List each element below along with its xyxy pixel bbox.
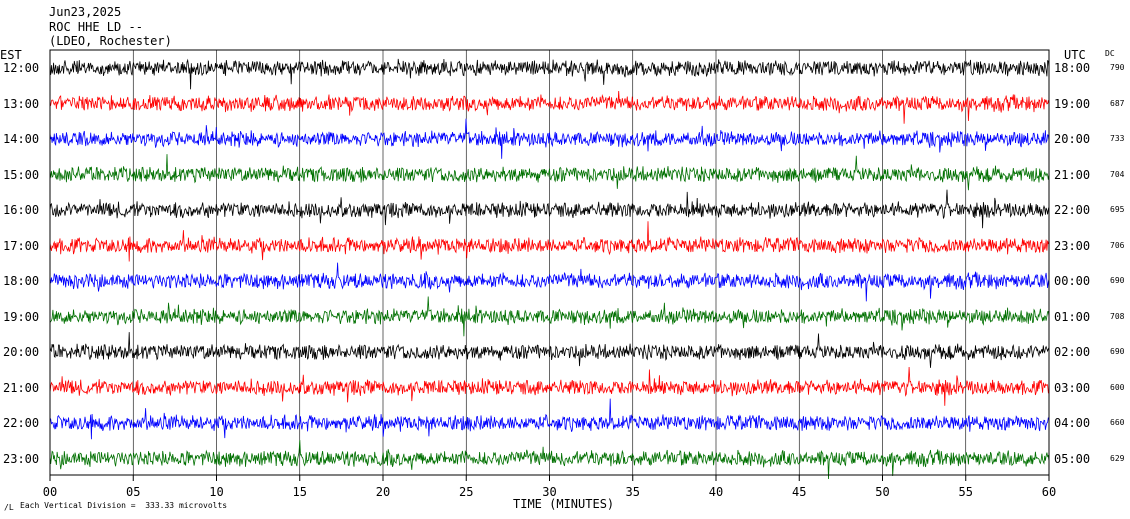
- utc-hour-label: 02:00: [1054, 345, 1091, 359]
- utc-hour-label: 21:00: [1054, 167, 1091, 182]
- x-tick-label: 05: [126, 485, 141, 499]
- trace-line: [49, 221, 1050, 262]
- utc-hour-label: 03:00: [1054, 380, 1091, 395]
- trace-line: [49, 366, 1050, 406]
- trace-line: [49, 58, 1050, 90]
- trace-line: [49, 439, 1050, 480]
- x-tick-label: 15: [292, 485, 307, 499]
- utc-hour-label: 23:00: [1054, 238, 1091, 253]
- x-tick-label: 40: [708, 485, 724, 499]
- plot-date: Jun23,2025: [49, 5, 122, 19]
- x-tick-label: 10: [209, 485, 224, 499]
- est-axis-title: EST: [0, 48, 22, 62]
- dc-offset-value: 690: [1110, 276, 1125, 285]
- trace-line: [49, 296, 1050, 337]
- vertical-scale-note: Each Vertical Division = 333.33 microvol…: [20, 501, 228, 510]
- est-hour-label: 20:00: [3, 345, 40, 359]
- trace-line: [49, 262, 1050, 302]
- trace-line: [49, 189, 1050, 229]
- dc-offset-value: 660: [1110, 418, 1125, 427]
- trace-line: [49, 118, 1050, 159]
- est-hour-label: 14:00: [3, 132, 40, 146]
- est-hour-label: 18:00: [3, 274, 40, 288]
- x-tick-label: 35: [625, 485, 640, 499]
- dc-offset-value: 600: [1110, 382, 1125, 392]
- trace-line: [49, 154, 1050, 191]
- utc-hour-label: 22:00: [1054, 203, 1091, 217]
- x-tick-label: 25: [459, 485, 474, 499]
- x-tick-label: 55: [958, 485, 973, 499]
- corner-mark: /L: [4, 503, 14, 512]
- utc-hour-label: 05:00: [1054, 451, 1091, 466]
- utc-hour-label: 01:00: [1054, 309, 1091, 324]
- dc-offset-value: 629: [1110, 453, 1125, 463]
- est-hour-label: 17:00: [3, 238, 40, 253]
- x-tick-label: 60: [1041, 485, 1057, 499]
- x-tick-label: 45: [792, 485, 807, 499]
- dc-offset-value: 733: [1110, 134, 1125, 143]
- trace-line: [49, 90, 1050, 124]
- dc-offset-value: 790: [1110, 63, 1125, 72]
- x-tick-label: 50: [875, 485, 890, 499]
- est-hour-label: 22:00: [3, 416, 40, 430]
- station-code: ROC HHE LD --: [49, 20, 143, 34]
- dc-column-title: DC: [1105, 49, 1115, 58]
- est-hour-label: 16:00: [3, 203, 40, 217]
- est-hour-label: 19:00: [3, 309, 40, 324]
- dc-offset-value: 695: [1110, 205, 1125, 214]
- x-axis-title: TIME (MINUTES): [513, 497, 615, 511]
- station-location: (LDEO, Rochester): [49, 34, 172, 48]
- trace-line: [49, 332, 1050, 368]
- dc-offset-value: 704: [1110, 169, 1125, 179]
- utc-hour-label: 20:00: [1054, 132, 1091, 146]
- est-hour-label: 12:00: [3, 61, 40, 75]
- x-tick-label: 20: [375, 485, 391, 499]
- dc-offset-value: 690: [1110, 347, 1125, 356]
- est-hour-label: 13:00: [3, 96, 40, 111]
- dc-offset-value: 706: [1110, 240, 1125, 250]
- trace-line: [49, 398, 1050, 440]
- dc-offset-value: 687: [1110, 98, 1125, 108]
- x-tick-label: 30: [542, 485, 557, 499]
- utc-hour-label: 04:00: [1054, 416, 1091, 430]
- utc-hour-label: 19:00: [1054, 96, 1091, 111]
- dc-offset-value: 708: [1110, 311, 1125, 321]
- est-hour-label: 15:00: [3, 167, 40, 182]
- est-hour-label: 21:00: [3, 380, 40, 395]
- utc-hour-label: 00:00: [1054, 274, 1091, 288]
- x-tick-label: 00: [42, 485, 58, 499]
- utc-axis-title: UTC: [1064, 48, 1086, 62]
- utc-hour-label: 18:00: [1054, 61, 1091, 75]
- est-hour-label: 23:00: [3, 451, 40, 466]
